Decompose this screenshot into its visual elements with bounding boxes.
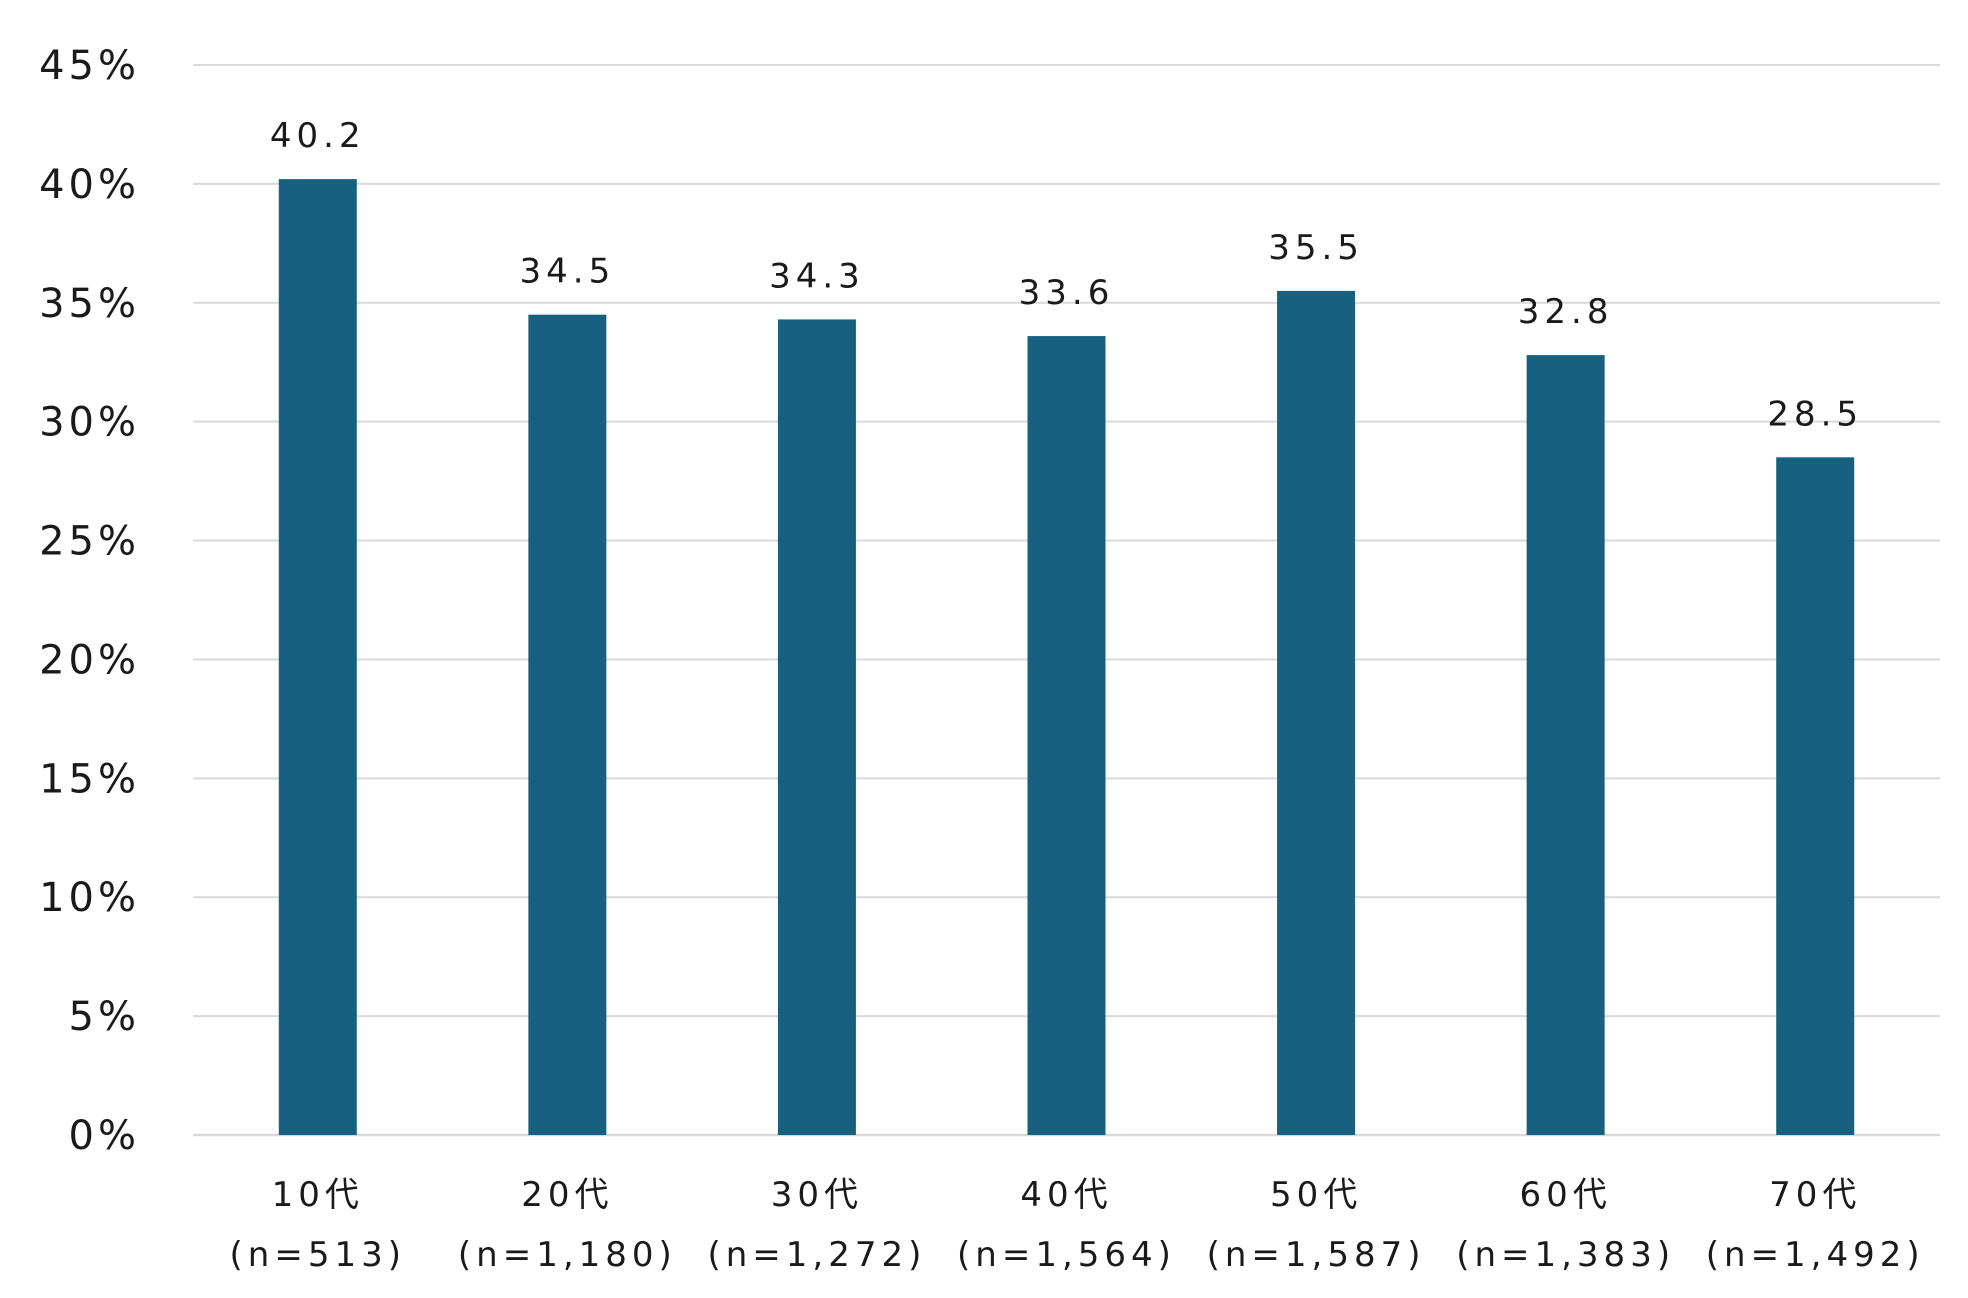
x-axis-tick-labels: 10代 (n=513) 20代 (n=1,180) 30代 (n=1,272) 40代 (n=… [230, 1175, 1925, 1275]
data-label-2: 34.3 [769, 256, 865, 296]
data-label-4: 35.5 [1268, 228, 1364, 268]
data-label-5: 32.8 [1518, 292, 1614, 332]
x-tick-label-4: 50代 [1270, 1175, 1362, 1215]
y-axis-tick-labels: 0% 5% 10% 15% 20% 25% 30% 35% 40% 45% [39, 43, 140, 1159]
bars [278, 179, 1855, 1136]
x-tick-n-label-6: (n=1,492) [1706, 1235, 1925, 1275]
y-tick-label-20: 20% [39, 637, 140, 683]
x-tick-label-3: 40代 [1020, 1175, 1112, 1215]
y-tick-label-35: 35% [39, 281, 140, 327]
x-tick-label-6: 70代 [1769, 1175, 1861, 1215]
x-tick-label-5: 60代 [1520, 1175, 1612, 1215]
y-tick-label-45: 45% [39, 43, 140, 89]
y-tick-label-25: 25% [39, 519, 140, 565]
data-label-0: 40.2 [270, 116, 366, 156]
y-tick-label-15: 15% [39, 756, 140, 802]
bar-6 [1776, 457, 1855, 1135]
x-tick-n-label-4: (n=1,587) [1207, 1235, 1426, 1275]
x-tick-n-label-5: (n=1,383) [1456, 1235, 1675, 1275]
x-tick-n-label-3: (n=1,564) [957, 1235, 1176, 1275]
y-tick-label-5: 5% [69, 994, 140, 1040]
data-label-6: 28.5 [1767, 394, 1863, 434]
y-tick-label-0: 0% [69, 1113, 140, 1159]
y-tick-label-10: 10% [39, 875, 140, 921]
x-tick-label-0: 10代 [272, 1175, 364, 1215]
y-tick-label-40: 40% [39, 162, 140, 208]
bar-1 [528, 314, 607, 1136]
x-tick-n-label-1: (n=1,180) [458, 1235, 677, 1275]
x-tick-n-label-2: (n=1,272) [707, 1235, 926, 1275]
bar-2 [777, 319, 856, 1135]
bar-4 [1277, 290, 1356, 1135]
data-label-1: 34.5 [520, 252, 616, 292]
x-tick-label-2: 30代 [771, 1175, 863, 1215]
data-labels: 40.2 34.5 34.3 33.6 35.5 32.8 28.5 [270, 116, 1863, 434]
bar-5 [1526, 355, 1605, 1136]
bar-0 [278, 179, 357, 1136]
data-label-3: 33.6 [1019, 273, 1115, 313]
bar-3 [1027, 336, 1106, 1136]
y-tick-label-30: 30% [39, 400, 140, 446]
x-tick-n-label-0: (n=513) [230, 1235, 406, 1275]
x-tick-label-1: 20代 [521, 1175, 613, 1215]
